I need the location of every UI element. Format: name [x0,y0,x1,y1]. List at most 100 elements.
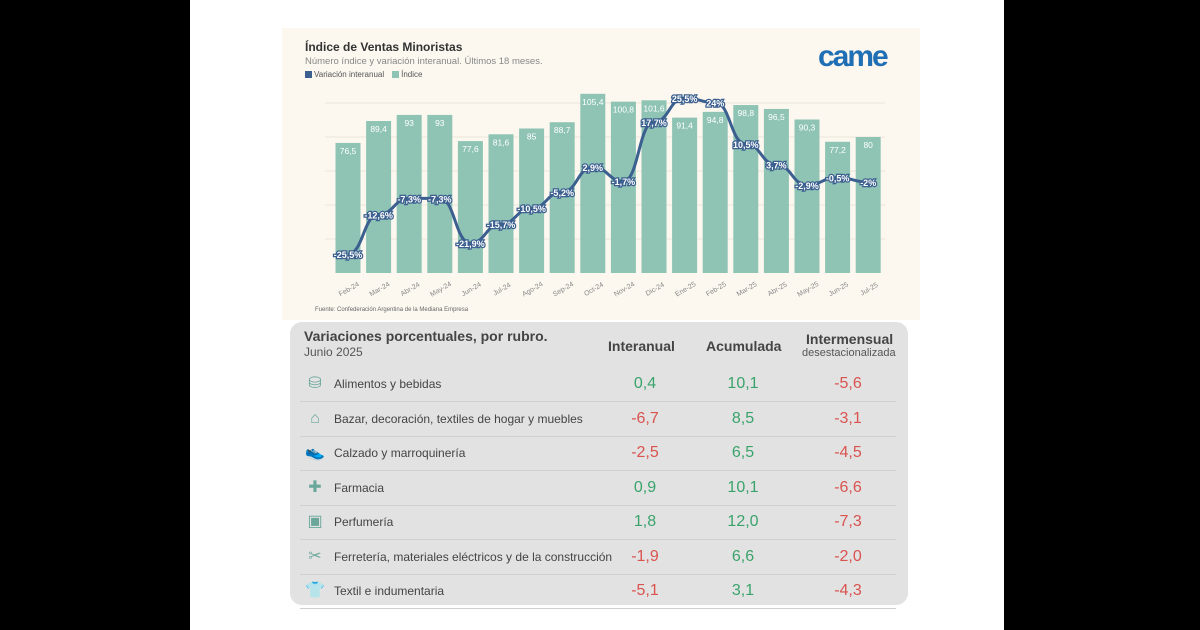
line-point-label: -5,2% [550,188,574,198]
table-row: ✚ Farmacia 0,9 10,1 -6,6 [300,471,896,506]
table-title: Variaciones porcentuales, por rubro. [304,328,548,344]
bar-label: 91,4 [676,121,693,131]
bar-Abr-24 [396,114,422,274]
bar-label: 96,5 [768,112,785,122]
table-panel [290,322,908,605]
bar-Ene-25 [672,117,698,274]
bar-Ago-24 [519,128,545,273]
bar-label: 105,4 [582,97,604,107]
line-point-label: 10,5% [733,140,759,150]
x-tick-label: Ene-25 [674,281,697,298]
bar-Jun-25 [825,141,851,273]
category-label: Ferretería, materiales eléctricos y de l… [334,549,613,564]
x-tick-label: Sep-24 [552,281,575,298]
x-tick-label: Nov-24 [613,281,636,298]
line-point-label: -0,5% [826,174,850,184]
table-row: 👟 Calzado y marroquinería -2,5 6,5 -4,5 [300,436,896,471]
x-tick-label: Abr-25 [767,281,789,298]
bar-label: 93 [404,118,414,128]
bar-label: 77,6 [462,144,479,154]
table-row: ⛁ Alimentos y bebidas 0,4 10,1 -5,6 [300,367,896,402]
bar-label: 81,6 [493,137,510,147]
line-variacion-interanual [347,96,869,256]
bar-label: 77,2 [829,145,846,155]
bar-Jul-25 [855,137,881,273]
legend-label: Variación interanual [314,70,385,79]
category-label: Calzado y marroquinería [334,446,466,460]
bar-label: 80 [863,140,873,150]
line-point-label: 3,7% [766,161,787,171]
x-tick-label: Feb-25 [705,281,728,298]
value-cell: 1,8 [633,513,657,530]
line-point-label: -7,3% [397,194,421,204]
table-subtitle: Junio 2025 [304,345,363,359]
line-point-label: 25,5% [672,94,698,104]
value-cell: -1,9 [631,547,659,565]
x-tick-label: Ago-24 [521,281,544,298]
bar-Abr-25 [763,108,789,273]
value-cell: 10,1 [727,375,759,392]
x-tick-label: Oct-24 [583,281,605,298]
line-point-label: -15,7% [487,220,516,230]
bar-Oct-24 [580,93,606,273]
line-point-label: 17,7% [641,118,667,128]
bar-Jul-24 [488,134,514,273]
value-cell: 6,6 [731,547,755,565]
value-cell: 12,0 [727,513,759,530]
bar-label: 89,4 [370,124,387,134]
category-icon: ✂ [308,547,322,565]
x-tick-label: May-24 [429,281,453,299]
header-intermensual-sub: desestacionalizada [802,347,896,359]
line-point-label: -2,9% [795,181,819,191]
line-point-label: 2,9% [583,163,604,173]
table-row: ▣ Perfumería 1,8 12,0 -7,3 [300,505,896,540]
line-point-label: -10,5% [517,204,546,214]
bar-Sep-24 [549,122,575,274]
bar-label: 90,3 [799,122,816,132]
category-icon: ⌂ [310,409,320,427]
value-cell: 8,5 [731,409,755,427]
category-icon: ⛁ [308,375,322,392]
bar-Mar-25 [733,105,759,273]
category-label: Alimentos y bebidas [334,377,442,391]
bar-Jun-24 [457,141,483,273]
x-tick-label: Dic-24 [645,282,666,298]
chart-title: Índice de Ventas Minoristas [305,40,463,54]
bar-May-24 [427,114,453,274]
bar-May-25 [794,119,820,274]
x-tick-label: Jun-24 [461,281,483,298]
x-tick-label: Jun-25 [828,281,850,298]
chart-source: Fuente: Confederación Argentina de la Me… [315,307,469,313]
x-tick-label: Feb-24 [338,281,361,298]
line-point-label: 24% [706,99,724,109]
category-label: Textil e indumentaria [334,584,445,598]
category-icon: 👟 [305,444,325,461]
value-cell: -5,1 [631,582,659,599]
legend-item-bar: Índice [392,70,422,79]
category-icon: ✚ [308,478,322,496]
bar-Nov-24 [610,101,636,273]
table-row: ✂ Ferretería, materiales eléctricos y de … [300,540,896,575]
value-cell: -5,6 [834,375,862,392]
value-cell: -7,3 [834,513,862,530]
bar-label: 94,8 [707,115,724,125]
value-cell: 3,1 [731,582,755,599]
line-point-label: -25,5% [334,250,363,260]
value-cell: -4,5 [834,444,862,461]
value-cell: 0,9 [633,478,657,496]
value-cell: -4,3 [834,582,862,599]
bar-label: 101,6 [643,103,665,113]
line-point-label: -7,3% [428,194,452,204]
bar-Mar-24 [366,121,392,274]
header-intermensual: Intermensual [806,331,894,347]
legend: Variación interanual Índice [305,70,422,79]
category-label: Perfumería [334,515,394,529]
header-acumulada: Acumulada [706,338,782,354]
table-row: 👕 Textil e indumentaria -5,1 3,1 -4,3 [300,574,896,609]
value-cell: 0,4 [633,375,657,392]
value-cell: 6,5 [731,444,755,461]
header-interanual: Interanual [608,338,675,354]
line-point-label: -12,6% [364,211,393,221]
bar-Feb-25 [702,111,728,273]
